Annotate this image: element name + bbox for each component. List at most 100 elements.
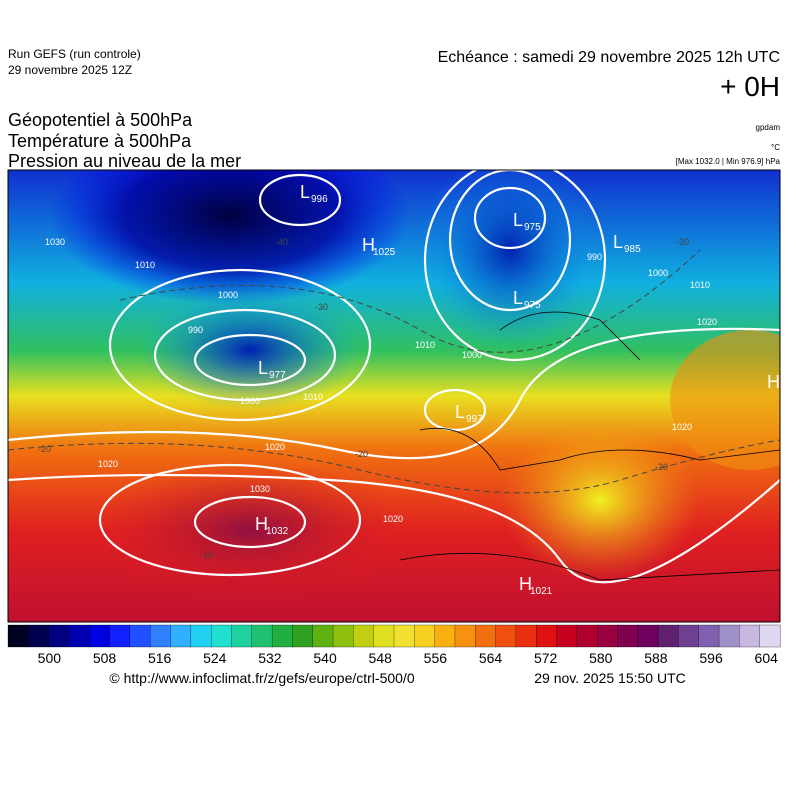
colorbar-label: 556 <box>424 650 448 666</box>
pressure-value: 985 <box>624 244 641 255</box>
colorbar-swatch <box>739 624 761 648</box>
colorbar-label: 540 <box>313 650 337 666</box>
colorbar-label: 532 <box>258 650 282 666</box>
isotherm-label: -40 <box>275 237 288 247</box>
isotherm-label: -20 <box>38 444 51 454</box>
pressure-letter: L <box>258 358 268 378</box>
colorbar-swatch <box>231 624 253 648</box>
colorbar-swatch <box>393 624 415 648</box>
isobar-label: 1010 <box>690 280 710 290</box>
isobar-label: 1020 <box>265 442 285 452</box>
colorbar-swatch <box>373 624 395 648</box>
colorbar-swatch <box>211 624 233 648</box>
pressure-value: 975 <box>524 222 541 233</box>
colorbar-swatch <box>170 624 192 648</box>
isobar-label: 1010 <box>303 392 323 402</box>
pressure-value: 1025 <box>373 247 396 258</box>
isobar-label: 990 <box>188 325 203 335</box>
pressure-value: 977 <box>269 370 286 381</box>
colorbar-swatch <box>129 624 151 648</box>
colorbar-label: 500 <box>38 650 62 666</box>
unit: °C <box>771 143 780 152</box>
colorbar-swatch <box>68 624 90 648</box>
colorbar-swatch <box>718 624 741 648</box>
title: Géopotentiel à 500hPa <box>8 110 193 130</box>
unit: gpdam <box>756 123 781 132</box>
source-url: © http://www.infoclimat.fr/z/gefs/europe… <box>109 670 414 686</box>
colorbar-swatch <box>353 624 375 648</box>
colorbar-swatch <box>678 624 700 648</box>
pressure-letter: L <box>300 182 310 202</box>
colorbar: 500 508 516 524 532 540 548 556 564 572 580 588 596 6… <box>7 624 781 666</box>
colorbar-swatch <box>454 624 476 648</box>
map-frame <box>7 169 781 623</box>
colorbar-swatch <box>475 624 497 648</box>
colorbar-swatch <box>190 624 212 648</box>
run: Run GEFS (run controle) <box>8 47 141 61</box>
colorbar-swatch <box>28 624 50 648</box>
pressure-value: 996 <box>311 194 328 205</box>
colorbar-label: 508 <box>93 650 117 666</box>
isobar-label: 1020 <box>672 422 692 432</box>
isobar-label: 1000 <box>240 396 260 406</box>
colorbar-swatch <box>637 624 659 648</box>
pressure-value: 1021 <box>530 586 553 597</box>
isobar-label: 1020 <box>383 514 403 524</box>
isobar-label: 1000 <box>648 268 668 278</box>
isobar-label: 1030 <box>45 237 65 247</box>
colorbar-swatch <box>597 624 619 648</box>
unit: [Max 1032.0 | Min 976.9] hPa <box>676 157 781 166</box>
colorbar-swatch <box>251 624 273 648</box>
isobar-label: 1020 <box>697 317 717 327</box>
run-date: 29 novembre 2025 12Z <box>8 63 132 77</box>
isobar-label: 1010 <box>135 260 155 270</box>
colorbar-swatch <box>271 624 294 648</box>
colorbar-swatch <box>434 624 456 648</box>
colorbar-label: 596 <box>699 650 723 666</box>
pressure-letter: H <box>767 372 780 392</box>
pressure-letter: L <box>613 232 623 252</box>
pressure-value: 997 <box>466 414 483 425</box>
colorbar-swatch <box>332 624 355 648</box>
title: Température à 500hPa <box>8 131 192 151</box>
colorbar-label: 604 <box>755 650 779 666</box>
colorbar-swatch <box>759 624 781 648</box>
pressure-letter: H <box>255 514 268 534</box>
pressure-letter: H <box>362 235 375 255</box>
isobar-label: 1010 <box>415 340 435 350</box>
colorbar-swatch <box>515 624 537 648</box>
title: Pression au niveau de la mer <box>8 151 241 171</box>
isobar-label: 1020 <box>98 459 118 469</box>
colorbar-swatch <box>312 624 334 648</box>
isotherm-label: -30 <box>676 237 689 247</box>
colorbar-label: 516 <box>148 650 172 666</box>
pressure-value: 1032 <box>266 526 289 537</box>
isotherm-label: -20 <box>355 449 368 459</box>
colorbar-label: 572 <box>534 650 558 666</box>
colorbar-label: 588 <box>644 650 668 666</box>
isobar-label: 1030 <box>250 484 270 494</box>
isotherm-label: -30 <box>315 302 328 312</box>
pressure-letter: L <box>513 210 523 230</box>
isobar-label: 990 <box>587 252 602 262</box>
colorbar-swatch <box>89 624 111 648</box>
timestamp: 29 nov. 2025 15:50 UTC <box>534 670 686 686</box>
colorbar-swatch <box>109 624 131 648</box>
lead-time: + 0H <box>720 71 780 102</box>
pressure-letter: H <box>519 574 532 594</box>
colorbar-swatch <box>617 624 639 648</box>
colorbar-label: 548 <box>369 650 393 666</box>
colorbar-swatch <box>556 624 578 648</box>
colorbar-swatch <box>7 624 29 648</box>
isobar-label: 1000 <box>462 350 482 360</box>
pressure-letter: L <box>513 288 523 308</box>
colorbar-swatch <box>698 624 720 648</box>
valid-time: Echéance : samedi 29 novembre 2025 12h U… <box>438 49 780 66</box>
colorbar-swatch <box>536 624 558 648</box>
colorbar-label: 564 <box>479 650 503 666</box>
pressure-letter: L <box>455 402 465 422</box>
colorbar-label: 580 <box>589 650 613 666</box>
colorbar-swatch <box>48 624 70 648</box>
